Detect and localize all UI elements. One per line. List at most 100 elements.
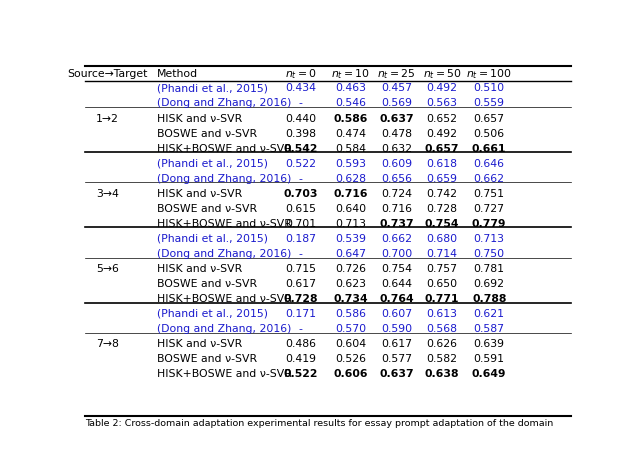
- Text: 0.714: 0.714: [427, 249, 458, 259]
- Text: 0.569: 0.569: [381, 99, 412, 109]
- Text: HISK+BOSWE and ν-SVR: HISK+BOSWE and ν-SVR: [157, 294, 292, 304]
- Text: 0.637: 0.637: [379, 113, 414, 123]
- Text: 0.737: 0.737: [379, 218, 414, 228]
- Text: HISK and ν-SVR: HISK and ν-SVR: [157, 264, 242, 274]
- Text: 0.584: 0.584: [335, 144, 366, 154]
- Text: 0.728: 0.728: [427, 204, 458, 214]
- Text: 0.593: 0.593: [335, 159, 366, 169]
- Text: 0.492: 0.492: [427, 83, 458, 93]
- Text: 0.659: 0.659: [427, 174, 458, 184]
- Text: 0.757: 0.757: [427, 264, 458, 274]
- Text: HISK+BOSWE and ν-SVR: HISK+BOSWE and ν-SVR: [157, 218, 292, 228]
- Text: 0.617: 0.617: [285, 279, 316, 289]
- Text: 0.187: 0.187: [285, 234, 316, 244]
- Text: 0.750: 0.750: [474, 249, 505, 259]
- Text: 0.526: 0.526: [335, 354, 366, 364]
- Text: 0.546: 0.546: [335, 99, 366, 109]
- Text: 5→6: 5→6: [96, 264, 118, 274]
- Text: 0.559: 0.559: [474, 99, 505, 109]
- Text: 0.728: 0.728: [284, 294, 318, 304]
- Text: 0.639: 0.639: [474, 339, 505, 349]
- Text: 0.586: 0.586: [333, 113, 367, 123]
- Text: Table 2: Cross-domain adaptation experimental results for essay prompt adaptatio: Table 2: Cross-domain adaptation experim…: [85, 419, 553, 428]
- Text: 0.638: 0.638: [425, 369, 460, 379]
- Text: 0.440: 0.440: [285, 113, 316, 123]
- Text: 0.607: 0.607: [381, 309, 412, 319]
- Text: 0.644: 0.644: [381, 279, 412, 289]
- Text: -: -: [299, 324, 303, 334]
- Text: 0.701: 0.701: [285, 218, 316, 228]
- Text: 0.632: 0.632: [381, 144, 412, 154]
- Text: (Phandi et al., 2015): (Phandi et al., 2015): [157, 309, 268, 319]
- Text: 0.662: 0.662: [381, 234, 412, 244]
- Text: -: -: [299, 174, 303, 184]
- Text: 0.522: 0.522: [284, 369, 318, 379]
- Text: 0.457: 0.457: [381, 83, 412, 93]
- Text: 0.171: 0.171: [285, 309, 316, 319]
- Text: 0.692: 0.692: [474, 279, 505, 289]
- Text: (Dong and Zhang, 2016): (Dong and Zhang, 2016): [157, 174, 291, 184]
- Text: 0.703: 0.703: [284, 188, 318, 198]
- Text: 0.570: 0.570: [335, 324, 366, 334]
- Text: 0.652: 0.652: [427, 113, 458, 123]
- Text: 0.577: 0.577: [381, 354, 412, 364]
- Text: 0.751: 0.751: [474, 188, 505, 198]
- Text: (Phandi et al., 2015): (Phandi et al., 2015): [157, 83, 268, 93]
- Text: 0.647: 0.647: [335, 249, 366, 259]
- Text: -: -: [299, 249, 303, 259]
- Text: $n_t = 100$: $n_t = 100$: [467, 67, 512, 80]
- Text: 0.716: 0.716: [381, 204, 412, 214]
- Text: 0.539: 0.539: [335, 234, 366, 244]
- Text: 0.754: 0.754: [425, 218, 460, 228]
- Text: 0.615: 0.615: [285, 204, 316, 214]
- Text: 0.662: 0.662: [474, 174, 505, 184]
- Text: 0.713: 0.713: [335, 218, 366, 228]
- Text: 0.779: 0.779: [472, 218, 506, 228]
- Text: 0.771: 0.771: [425, 294, 460, 304]
- Text: 0.628: 0.628: [335, 174, 366, 184]
- Text: BOSWE and ν-SVR: BOSWE and ν-SVR: [157, 129, 257, 139]
- Text: 0.626: 0.626: [427, 339, 458, 349]
- Text: HISK+BOSWE and ν-SVR: HISK+BOSWE and ν-SVR: [157, 369, 292, 379]
- Text: 0.434: 0.434: [285, 83, 316, 93]
- Text: 0.510: 0.510: [474, 83, 505, 93]
- Text: 0.568: 0.568: [427, 324, 458, 334]
- Text: Method: Method: [157, 69, 198, 79]
- Text: 3→4: 3→4: [96, 188, 118, 198]
- Text: (Phandi et al., 2015): (Phandi et al., 2015): [157, 234, 268, 244]
- Text: 7→8: 7→8: [96, 339, 118, 349]
- Text: 0.754: 0.754: [381, 264, 412, 274]
- Text: 0.734: 0.734: [333, 294, 367, 304]
- Text: 0.398: 0.398: [285, 129, 316, 139]
- Text: 0.590: 0.590: [381, 324, 412, 334]
- Text: 0.486: 0.486: [285, 339, 316, 349]
- Text: 0.657: 0.657: [474, 113, 505, 123]
- Text: HISK and ν-SVR: HISK and ν-SVR: [157, 113, 242, 123]
- Text: 0.724: 0.724: [381, 188, 412, 198]
- Text: -: -: [299, 99, 303, 109]
- Text: 0.582: 0.582: [427, 354, 458, 364]
- Text: 0.650: 0.650: [426, 279, 458, 289]
- Text: 0.606: 0.606: [333, 369, 367, 379]
- Text: Source→Target: Source→Target: [67, 69, 147, 79]
- Text: 0.726: 0.726: [335, 264, 366, 274]
- Text: BOSWE and ν-SVR: BOSWE and ν-SVR: [157, 354, 257, 364]
- Text: 0.591: 0.591: [474, 354, 505, 364]
- Text: 0.463: 0.463: [335, 83, 366, 93]
- Text: 0.478: 0.478: [381, 129, 412, 139]
- Text: 0.637: 0.637: [379, 369, 414, 379]
- Text: HISK and ν-SVR: HISK and ν-SVR: [157, 188, 242, 198]
- Text: 0.609: 0.609: [381, 159, 412, 169]
- Text: 0.563: 0.563: [427, 99, 458, 109]
- Text: 0.788: 0.788: [472, 294, 506, 304]
- Text: 0.587: 0.587: [474, 324, 505, 334]
- Text: 0.715: 0.715: [285, 264, 316, 274]
- Text: 0.492: 0.492: [427, 129, 458, 139]
- Text: 0.506: 0.506: [474, 129, 505, 139]
- Text: 0.646: 0.646: [474, 159, 505, 169]
- Text: 0.764: 0.764: [379, 294, 414, 304]
- Text: 0.657: 0.657: [425, 144, 460, 154]
- Text: BOSWE and ν-SVR: BOSWE and ν-SVR: [157, 204, 257, 214]
- Text: (Dong and Zhang, 2016): (Dong and Zhang, 2016): [157, 99, 291, 109]
- Text: (Dong and Zhang, 2016): (Dong and Zhang, 2016): [157, 324, 291, 334]
